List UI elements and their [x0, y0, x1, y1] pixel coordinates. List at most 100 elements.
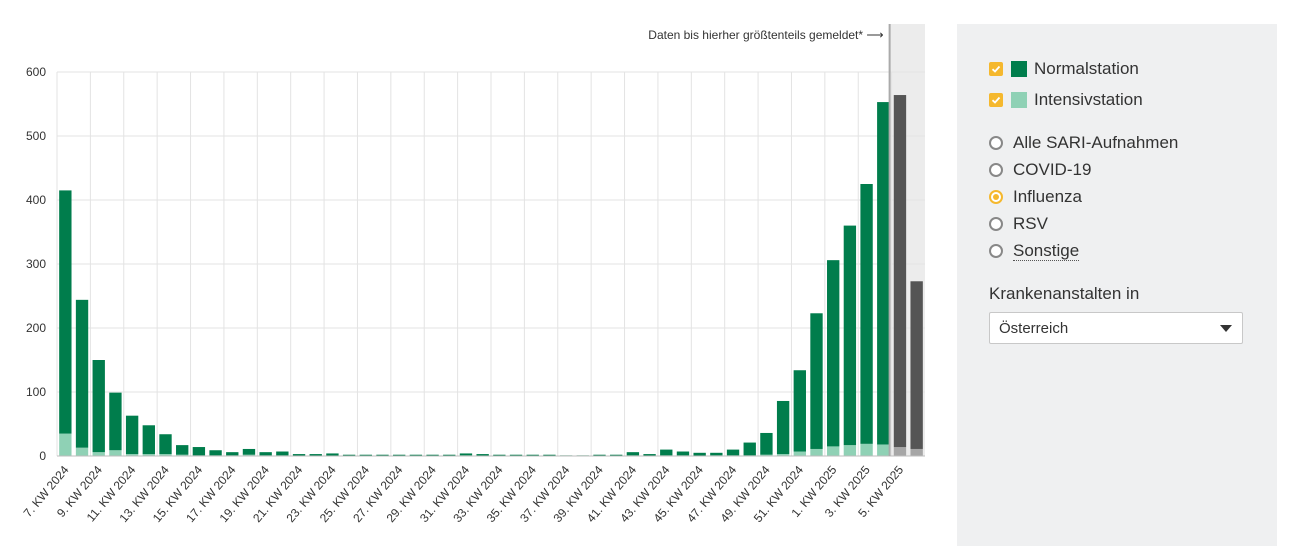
bar-normalstation [359, 454, 372, 456]
chevron-down-icon [1220, 325, 1232, 332]
bar-normalstation [59, 190, 72, 434]
radio-option-rsv[interactable]: RSV [989, 213, 1048, 235]
bar-normalstation [593, 454, 606, 456]
region-select[interactable]: Österreich [989, 312, 1243, 344]
y-tick-label: 300 [26, 257, 46, 271]
bar-normalstation [226, 452, 239, 456]
radio-label: Sonstige [1013, 240, 1080, 261]
radio-icon[interactable] [989, 163, 1003, 177]
intensivstation-swatch [1011, 92, 1027, 108]
bar-normalstation [877, 102, 890, 445]
bar-normalstation [292, 454, 306, 456]
bar-intensivstation [109, 450, 122, 456]
bar-normalstation [476, 454, 489, 456]
bar-normalstation [176, 445, 189, 455]
reporting-cutoff-annotation: Daten bis hierher größtenteils gemeldet*… [648, 28, 883, 42]
checkbox-checked-icon[interactable] [989, 62, 1003, 76]
bar-normalstation [75, 299, 89, 448]
bar-normalstation [760, 432, 773, 455]
radio-selected-icon[interactable] [989, 190, 1003, 204]
y-tick-label: 500 [26, 129, 46, 143]
bar-intensivstation [877, 444, 890, 456]
bar-normalstation [726, 449, 740, 456]
bar-intensivstation [59, 433, 72, 456]
bar-intensivstation [242, 454, 256, 456]
bar-intensivstation [75, 447, 89, 456]
bar-intensivstation [910, 448, 923, 456]
bar-intensivstation [793, 451, 806, 456]
radio-option-alle-sari[interactable]: Alle SARI-Aufnahmen [989, 132, 1178, 154]
bar-normalstation [893, 95, 907, 448]
bar-intensivstation [843, 445, 857, 456]
bar-normalstation [109, 392, 122, 451]
bar-normalstation [827, 260, 840, 447]
bar-chart: 0 100 200 300 400 500 600 Daten bis hierher grö… [21, 24, 925, 525]
bar-normalstation [125, 415, 139, 455]
y-tick-label: 600 [26, 65, 46, 79]
y-tick-label: 100 [26, 385, 46, 399]
radio-option-influenza[interactable]: Influenza [989, 186, 1082, 208]
bar-intensivstation [159, 454, 172, 456]
bar-normalstation [910, 281, 923, 449]
region-label: Krankenanstalten in [989, 284, 1140, 303]
bar-normalstation [259, 452, 272, 456]
bar-normalstation [843, 225, 857, 446]
bar-normalstation [192, 447, 206, 456]
bar-intensivstation [125, 454, 139, 456]
bar-normalstation [459, 453, 473, 456]
y-tick-label: 400 [26, 193, 46, 207]
radio-option-covid19[interactable]: COVID-19 [989, 159, 1091, 181]
bar-normalstation [142, 425, 155, 455]
legend-label-intensivstation: Intensivstation [1034, 90, 1143, 109]
bar-normalstation [776, 400, 790, 455]
y-tick-label: 0 [39, 449, 46, 463]
region-select-value: Österreich [999, 320, 1069, 337]
bar-normalstation [743, 442, 756, 456]
bar-normalstation [643, 454, 656, 456]
bar-normalstation [509, 454, 523, 456]
bar-normalstation [376, 454, 389, 456]
legend-label-normalstation: Normalstation [1034, 59, 1139, 78]
bar-normalstation [409, 454, 423, 456]
bar-normalstation [610, 454, 623, 456]
legend-item-intensivstation[interactable]: Intensivstation [989, 89, 1143, 111]
bar-normalstation [660, 449, 673, 456]
bar-normalstation [326, 453, 339, 456]
radio-label: Influenza [1013, 187, 1082, 206]
bar-normalstation [526, 454, 539, 456]
bar-normalstation [309, 454, 322, 456]
bar-normalstation [693, 452, 706, 456]
radio-icon[interactable] [989, 244, 1003, 258]
bar-normalstation [159, 434, 172, 455]
bar-normalstation [393, 454, 406, 456]
radio-label: Alle SARI-Aufnahmen [1013, 133, 1179, 152]
bar-normalstation [443, 454, 456, 456]
bar-normalstation [209, 450, 222, 456]
y-tick-label: 200 [26, 321, 46, 335]
radio-icon[interactable] [989, 217, 1003, 231]
bar-intensivstation [893, 447, 907, 456]
bar-normalstation [860, 184, 873, 444]
bar-intensivstation [760, 454, 773, 456]
radio-option-sonstige[interactable]: Sonstige [989, 240, 1080, 262]
bar-normalstation [493, 454, 506, 456]
legend-item-normalstation[interactable]: Normalstation [989, 58, 1139, 80]
bar-normalstation [426, 454, 439, 456]
bar-normalstation [810, 313, 823, 449]
radio-icon[interactable] [989, 136, 1003, 150]
bar-normalstation [676, 451, 690, 456]
bar-normalstation [793, 370, 806, 452]
bar-intensivstation [176, 454, 189, 456]
bar-normalstation [626, 452, 640, 456]
bar-intensivstation [92, 452, 105, 456]
bar-intensivstation [860, 443, 873, 456]
bar-intensivstation [142, 454, 155, 456]
bar-normalstation [710, 452, 723, 456]
bar-normalstation [342, 454, 356, 456]
checkbox-checked-icon[interactable] [989, 93, 1003, 107]
radio-label: RSV [1013, 214, 1048, 233]
bar-intensivstation [810, 448, 823, 456]
bar-intensivstation [776, 454, 790, 456]
normalstation-swatch [1011, 61, 1027, 77]
bar-intensivstation [827, 446, 840, 456]
